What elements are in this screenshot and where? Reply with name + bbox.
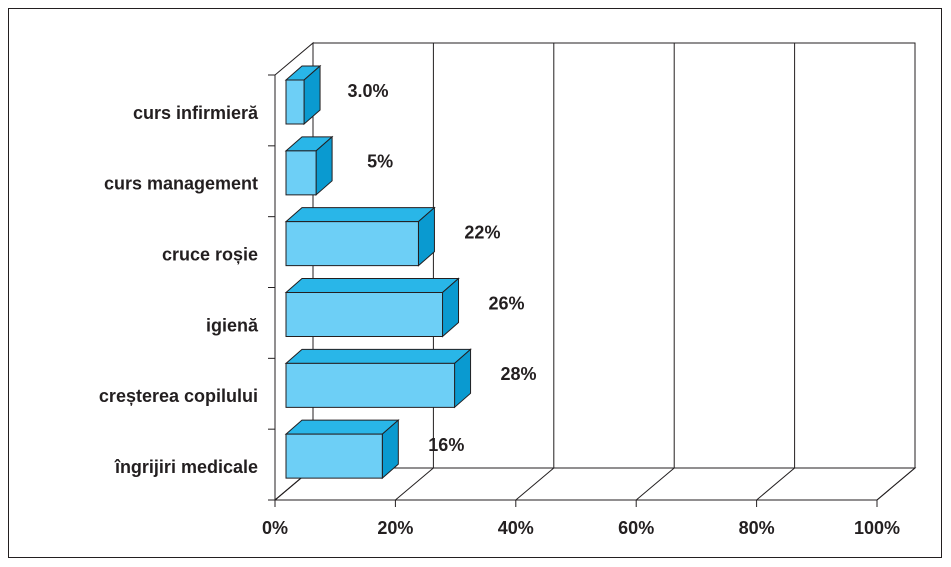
y-tick-label: curs management: [104, 174, 258, 194]
bar-front: [285, 292, 444, 337]
floor-line: [515, 467, 555, 501]
chart-frame: [8, 8, 942, 558]
x-tick-label: 40%: [498, 518, 534, 538]
value-label: 16%: [428, 435, 464, 455]
y-tick-label: curs infirmieră: [133, 103, 259, 123]
floor-line: [756, 467, 795, 501]
y-tick-label: igienă: [206, 315, 259, 335]
value-label: 5%: [367, 152, 393, 172]
y-tick-label: îngrijiri medicale: [114, 457, 258, 477]
bar-top: [284, 278, 460, 293]
bar-top: [284, 419, 400, 435]
floor-line: [635, 467, 675, 501]
bar-front: [285, 362, 456, 408]
bar: [284, 277, 460, 338]
x-tick-label: 60%: [618, 518, 654, 538]
bar: [284, 135, 334, 196]
bar-front: [285, 433, 383, 479]
y-tick-label: cruce roșie: [162, 244, 258, 264]
y-tick-label: creșterea copilului: [99, 386, 258, 406]
value-label: 26%: [489, 293, 525, 313]
bar: [284, 206, 436, 267]
floor-line: [395, 467, 434, 501]
bar-top: [284, 348, 472, 364]
x-tick-label: 80%: [739, 518, 775, 538]
bar-front: [285, 221, 419, 267]
bar: [284, 64, 322, 126]
value-label: 22%: [464, 222, 500, 242]
x-tick-label: 0%: [262, 518, 288, 538]
bar: [284, 419, 400, 480]
bar: [284, 348, 472, 409]
bar-front: [285, 79, 305, 125]
bar-top: [284, 207, 436, 223]
x-tick-label: 100%: [854, 518, 900, 538]
x-tick-label: 20%: [377, 518, 413, 538]
floor-line: [876, 467, 916, 501]
value-label: 28%: [501, 364, 537, 384]
bar-front: [285, 150, 317, 196]
value-label: 3.0%: [348, 81, 389, 101]
